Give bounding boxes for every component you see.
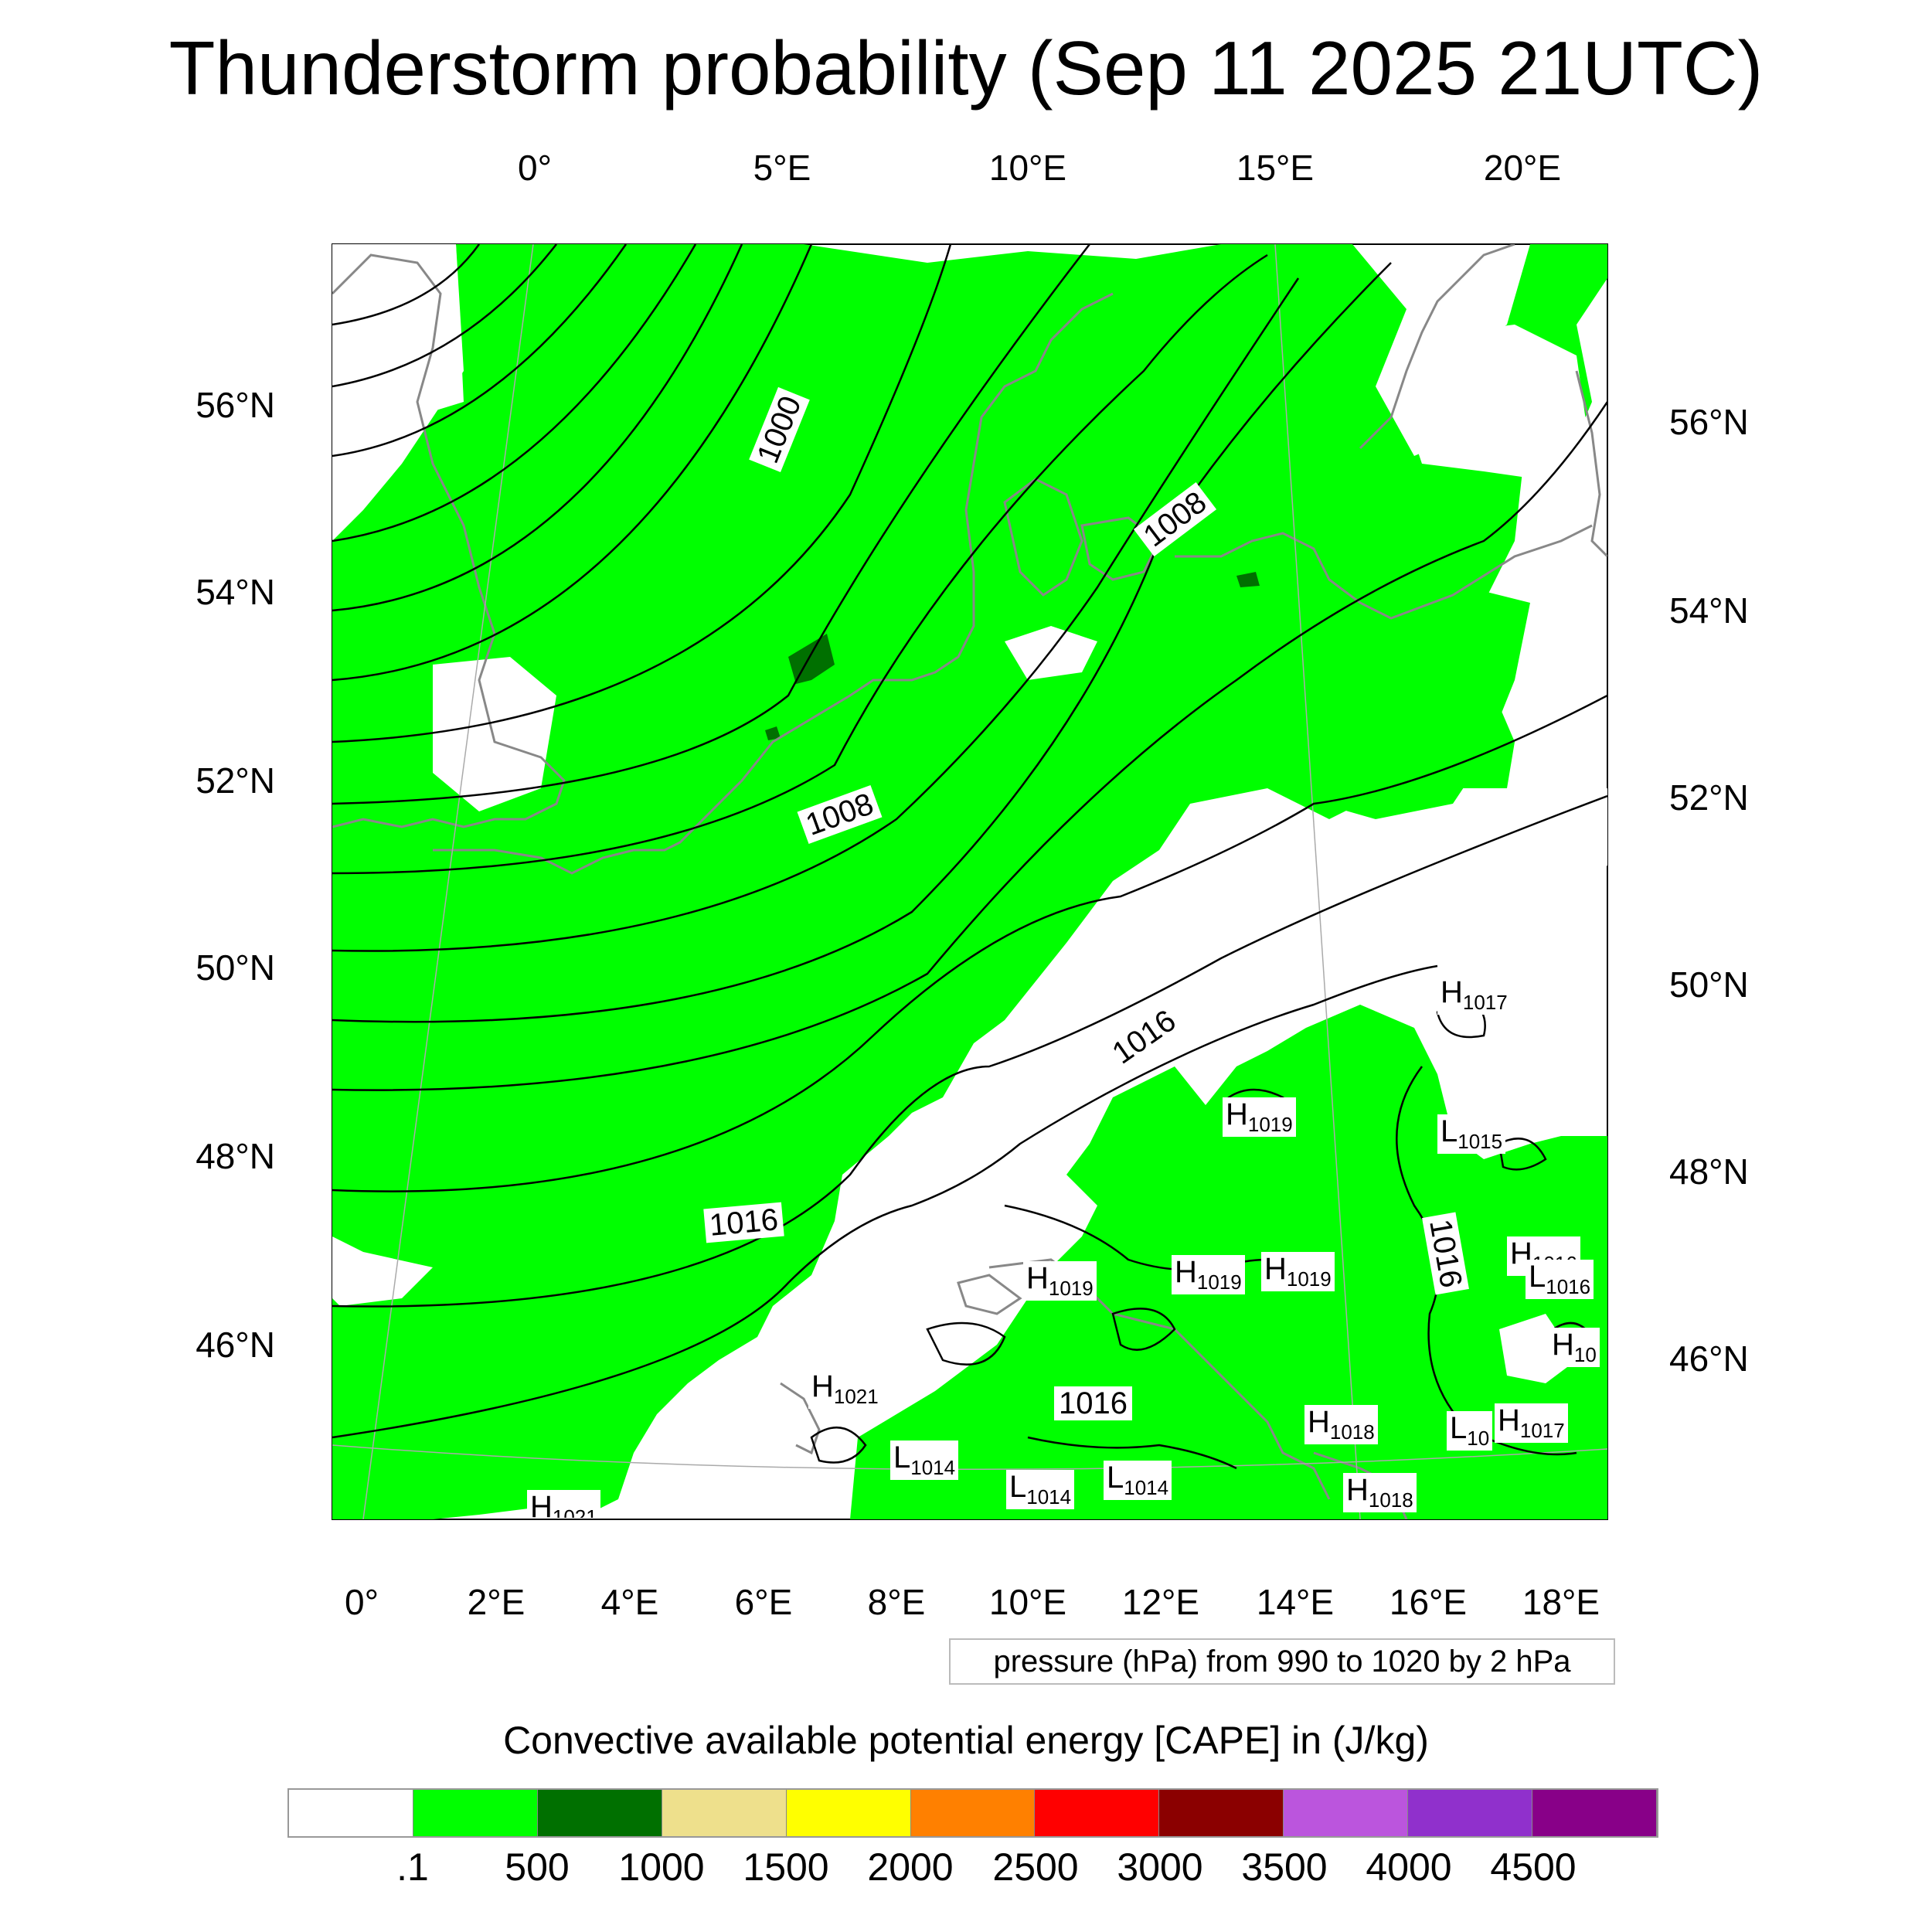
lon-tick-bottom: 0°: [345, 1582, 379, 1622]
pressure-center-label: L1014: [1104, 1461, 1172, 1500]
pressure-center-label: H10: [1549, 1328, 1600, 1367]
lat-tick-left: 56°N: [196, 385, 275, 425]
lon-tick-top: 0°: [518, 148, 552, 188]
lat-tick-left: 54°N: [196, 572, 275, 612]
lon-tick-bottom: 10°E: [988, 1582, 1067, 1622]
colorbar-box: [910, 1790, 1036, 1836]
colorbar: [287, 1788, 1658, 1838]
pressure-center-label: H1019: [1023, 1261, 1097, 1301]
pressure-center-label: H1018: [1304, 1405, 1378, 1444]
cape-cell-1: [788, 634, 835, 684]
cape-cell-3: [765, 726, 781, 740]
pressure-center-label: H1021: [527, 1490, 600, 1518]
lat-tick-left: 46°N: [196, 1325, 275, 1365]
colorbar-box: [1408, 1790, 1533, 1836]
isobar-label: 1016: [1054, 1386, 1132, 1420]
cape-gap-north: [1406, 325, 1592, 479]
cape-gap-central: [1005, 626, 1097, 680]
lat-tick-left: 50°N: [196, 947, 275, 988]
lon-tick-bottom: 8°E: [867, 1582, 926, 1622]
colorbar-box: [413, 1790, 538, 1836]
lat-tick-right: 46°N: [1669, 1338, 1749, 1379]
colorbar-label: 2500: [992, 1845, 1079, 1889]
cape-gap-west: [433, 657, 556, 811]
pressure-center-label: H1019: [1261, 1252, 1335, 1291]
pressure-center-label: H1017: [1437, 975, 1511, 1015]
cape-cell-2: [1236, 572, 1260, 587]
colorbar-label: 1000: [618, 1845, 705, 1889]
pressure-center-label: H1017: [1495, 1403, 1568, 1443]
cape-field-main: [332, 244, 1607, 1519]
pressure-center-label: L1016: [1526, 1260, 1594, 1299]
lon-tick-bottom: 4°E: [600, 1582, 659, 1622]
colorbar-box: [1035, 1790, 1160, 1836]
colorbar-label: 500: [505, 1845, 570, 1889]
lon-tick-top: 15°E: [1236, 148, 1315, 188]
pressure-center-label: L10: [1447, 1411, 1493, 1451]
pressure-center-label: H1018: [1343, 1473, 1417, 1512]
chart-title: Thunderstorm probability (Sep 11 2025 21…: [168, 26, 1764, 111]
contour-info-box: pressure (hPa) from 990 to 1020 by 2 hPa: [949, 1638, 1615, 1685]
colorbar-label: 3500: [1241, 1845, 1328, 1889]
pressure-center-label: H1021: [808, 1369, 882, 1409]
pressure-center-label: H1019: [1172, 1255, 1245, 1294]
pressure-center-label: L1015: [1437, 1114, 1506, 1154]
colorbar-box: [537, 1790, 662, 1836]
lon-tick-bottom: 2°E: [467, 1582, 526, 1622]
lon-tick-top: 10°E: [988, 148, 1067, 188]
lon-tick-top: 20°E: [1483, 148, 1562, 188]
colorbar-box: [662, 1790, 787, 1836]
lon-tick-bottom: 18°E: [1522, 1582, 1600, 1622]
colorbar-box: [1284, 1790, 1409, 1836]
cape-gap-east: [1515, 788, 1607, 881]
lat-tick-right: 52°N: [1669, 777, 1749, 818]
colorbar-label: 2000: [867, 1845, 954, 1889]
colorbar-box: [786, 1790, 911, 1836]
lon-tick-top: 5°E: [753, 148, 811, 188]
colorbar-title: Convective available potential energy [C…: [503, 1719, 1429, 1762]
pressure-center-label: H1019: [1223, 1097, 1296, 1137]
pressure-center-label: L1014: [1006, 1470, 1075, 1509]
lat-tick-right: 56°N: [1669, 402, 1749, 442]
isobar-label: 1016: [703, 1202, 784, 1243]
lon-tick-bottom: 6°E: [734, 1582, 793, 1622]
coastlines: [332, 244, 1607, 1519]
pressure-center-label: L1014: [890, 1440, 959, 1480]
lat-tick-right: 48°N: [1669, 1151, 1749, 1192]
colorbar-box: [1159, 1790, 1284, 1836]
lat-tick-right: 54°N: [1669, 590, 1749, 631]
lat-tick-left: 52°N: [196, 760, 275, 801]
colorbar-box: [1532, 1790, 1657, 1836]
colorbar-box: [289, 1790, 413, 1836]
lat-tick-left: 48°N: [196, 1136, 275, 1176]
colorbar-label: 1500: [743, 1845, 829, 1889]
isobars: [332, 244, 1607, 1470]
colorbar-label: 3000: [1117, 1845, 1203, 1889]
cape-field-east: [1314, 587, 1530, 819]
cape-gap-sw: [332, 1236, 433, 1306]
colorbar-label: 4500: [1490, 1845, 1577, 1889]
colorbar-label: 4000: [1366, 1845, 1452, 1889]
lat-tick-right: 50°N: [1669, 964, 1749, 1005]
lon-tick-bottom: 12°E: [1121, 1582, 1200, 1622]
lon-tick-bottom: 16°E: [1389, 1582, 1468, 1622]
lon-tick-bottom: 14°E: [1256, 1582, 1335, 1622]
colorbar-label: .1: [396, 1845, 429, 1889]
